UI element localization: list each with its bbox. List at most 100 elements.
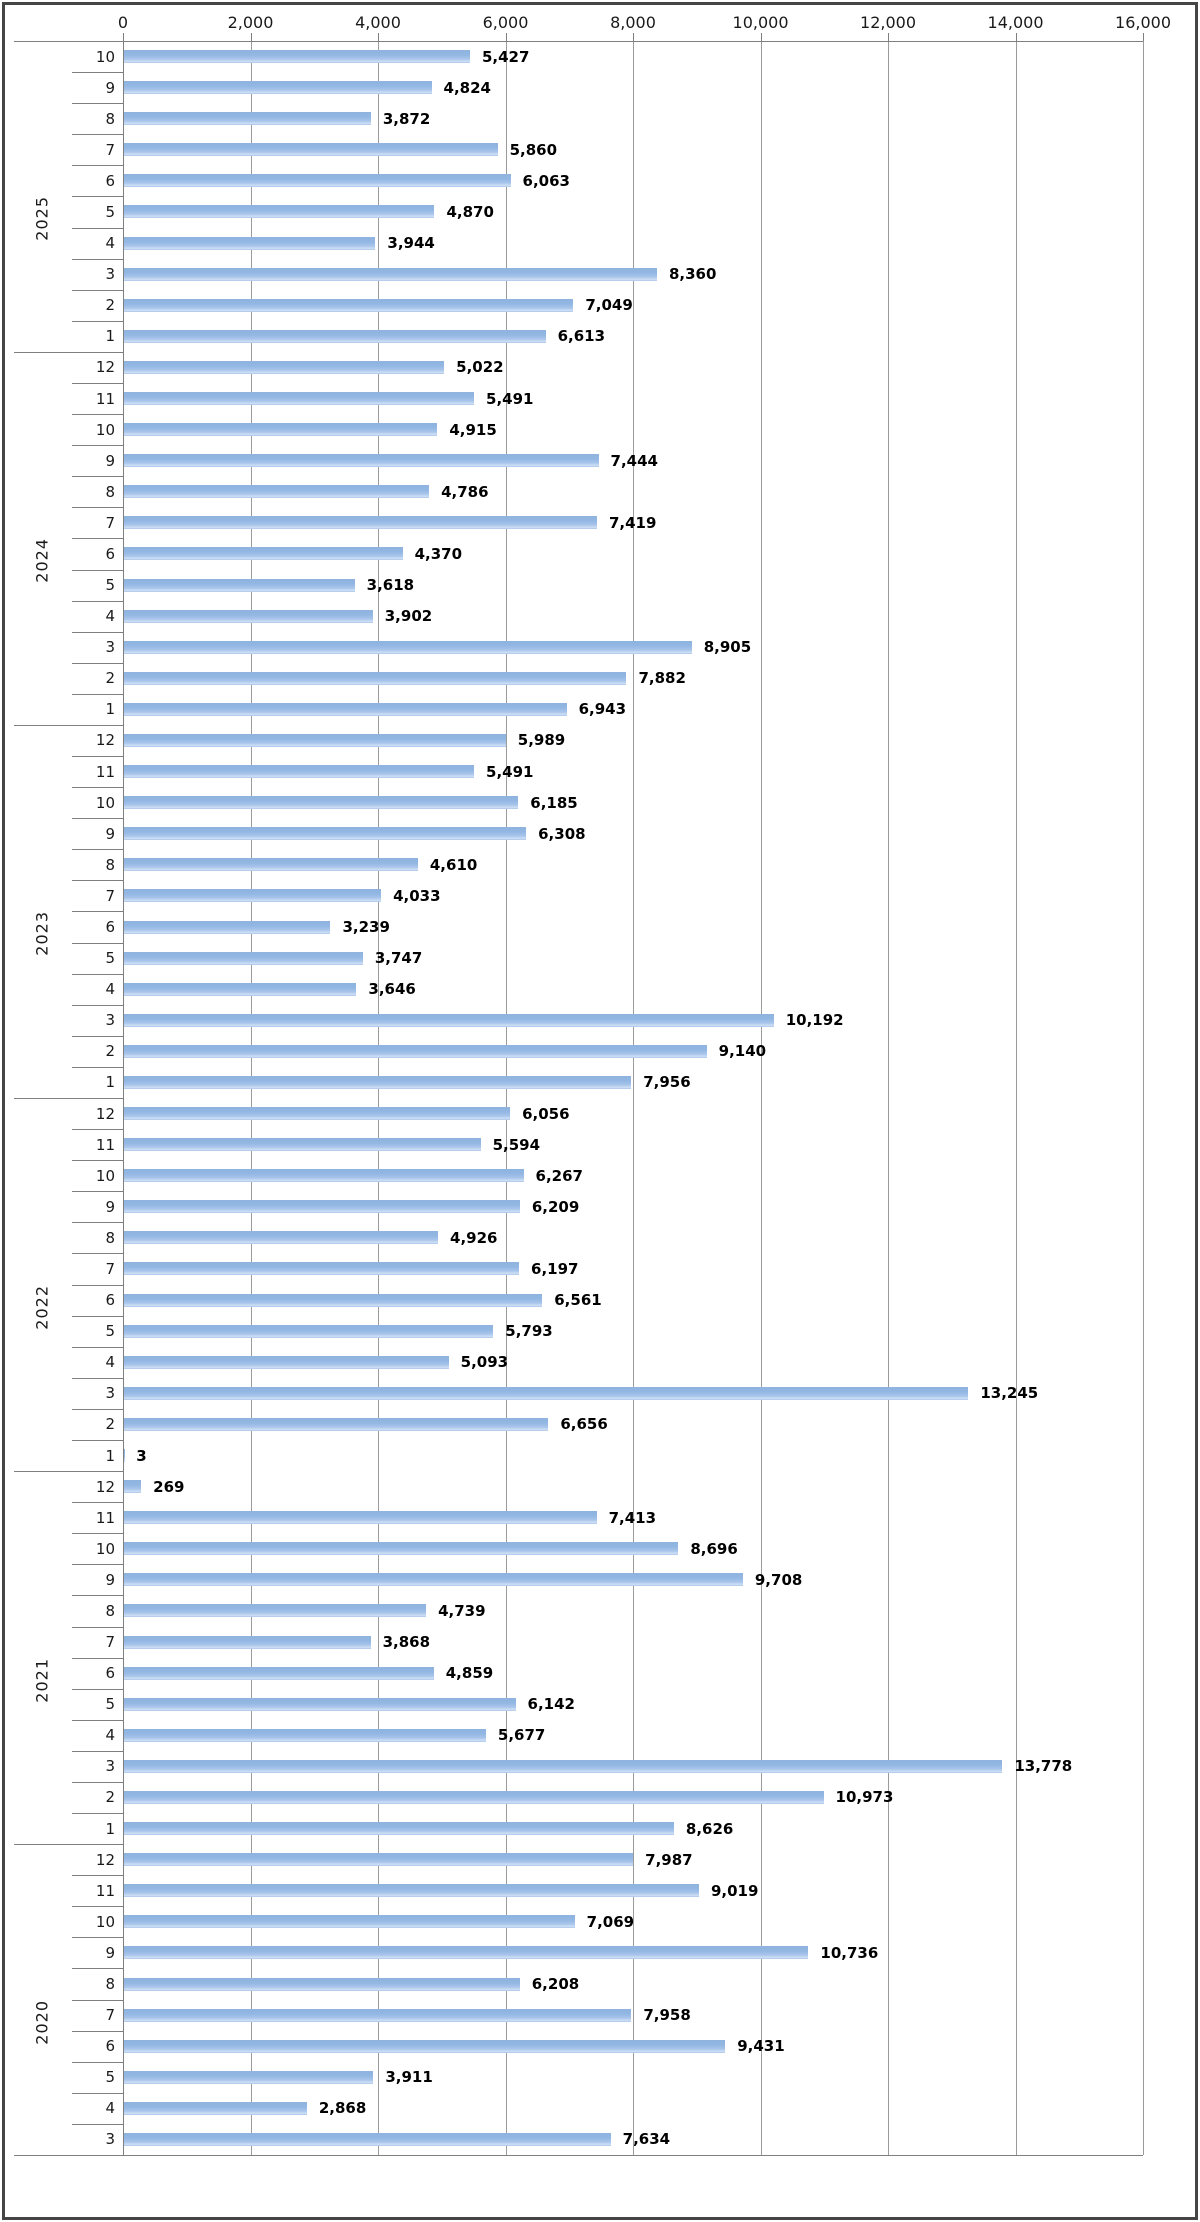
- month-tick-line: [72, 1284, 123, 1286]
- bar-value-label: 3,868: [382, 1633, 431, 1652]
- bar-value-label: 6,208: [531, 1975, 580, 1993]
- x-axis-tickmark: [505, 33, 507, 41]
- month-axis-label: 3: [105, 2130, 115, 2149]
- bar: [124, 485, 430, 499]
- bar-value-label: 4,739: [438, 1601, 486, 1620]
- year-axis-label: 2020: [32, 1999, 52, 2045]
- month-axis-label: 4: [105, 1726, 115, 1745]
- bar: [124, 733, 506, 747]
- bar: [124, 858, 418, 872]
- x-gridline: [1143, 41, 1144, 2155]
- bar-value-label: 9,140: [718, 1042, 767, 1061]
- bar-value-label: 3,902: [384, 607, 433, 626]
- bar: [124, 1200, 520, 1214]
- bar: [124, 143, 498, 157]
- month-tick-line: [72, 1750, 123, 1752]
- bar-value-label: 4,610: [429, 855, 478, 874]
- category-axis-line: [123, 41, 124, 2156]
- month-axis-label: 11: [95, 1881, 115, 1900]
- month-axis-label: 2: [105, 669, 115, 688]
- month-tick-line: [72, 1968, 123, 1970]
- month-tick-line: [72, 227, 123, 229]
- month-axis-label: 6: [105, 544, 115, 563]
- bar: [124, 1946, 809, 1960]
- bar-value-label: 5,860: [509, 140, 558, 159]
- bar-value-label: 5,427: [481, 47, 530, 66]
- bar: [124, 671, 627, 685]
- x-axis-tickmark: [123, 33, 124, 41]
- year-axis-label: 2021: [32, 1657, 52, 1703]
- bar: [124, 2132, 611, 2146]
- bar: [124, 920, 331, 934]
- month-axis-label: 12: [95, 358, 115, 377]
- bar: [124, 1822, 674, 1836]
- bar: [124, 2101, 307, 2115]
- bar-chart: 0 2,000 4,000 6,000 8,000 10,000 12,000 14,000 1…: [5, 5, 1195, 2217]
- bar-value-label: 4,870: [446, 202, 494, 221]
- month-tick-line: [72, 1191, 123, 1193]
- bar: [124, 1790, 824, 1804]
- bar: [124, 50, 470, 64]
- month-tick-line: [72, 196, 123, 198]
- month-tick-line: [72, 880, 123, 882]
- month-axis-label: 5: [105, 1695, 115, 1714]
- month-axis-label: 3: [105, 1011, 115, 1030]
- bar: [124, 951, 363, 965]
- year-axis-label: 2023: [32, 911, 52, 957]
- bar-value-label: 3,872: [382, 109, 431, 128]
- bar-value-label: 3,944: [387, 234, 435, 253]
- month-tick-line: [72, 1004, 123, 1006]
- bar-value-label: 4,786: [441, 482, 489, 501]
- bar-value-label: 7,987: [645, 1850, 693, 1869]
- month-axis-label: 1: [105, 1446, 115, 1465]
- x-gridline: [378, 41, 379, 2155]
- month-tick-line: [72, 693, 123, 695]
- month-tick-line: [72, 476, 123, 478]
- bar: [124, 1977, 520, 1991]
- bar: [124, 702, 567, 716]
- bar: [124, 1884, 699, 1898]
- bar-value-label: 3,911: [385, 2068, 433, 2087]
- bar: [124, 360, 445, 374]
- bar: [124, 81, 432, 95]
- month-axis-label: 11: [95, 1508, 115, 1527]
- bar: [124, 329, 546, 343]
- month-tick-line: [72, 1502, 123, 1504]
- month-tick-line: [72, 1129, 123, 1131]
- year-separator-line: [14, 1471, 123, 1473]
- bar: [124, 609, 373, 623]
- x-axis-tickmark: [1015, 33, 1017, 41]
- month-tick-line: [72, 1315, 123, 1317]
- bar: [124, 1635, 371, 1649]
- month-axis-label: 5: [105, 949, 115, 968]
- x-gridline: [250, 41, 252, 2155]
- month-tick-line: [72, 414, 123, 416]
- x-axis-tick-label: 10,000: [732, 13, 789, 32]
- year-axis-label: 2025: [32, 196, 52, 242]
- month-axis-label: 6: [105, 1291, 115, 1310]
- month-tick-line: [72, 662, 123, 664]
- x-axis-tickmark: [378, 33, 379, 41]
- month-axis-label: 6: [105, 918, 115, 936]
- bar-value-label: 9,019: [710, 1881, 759, 1900]
- month-tick-line: [72, 1595, 123, 1597]
- month-tick-line: [72, 569, 123, 571]
- month-axis-label: 11: [95, 389, 115, 408]
- month-tick-line: [72, 1657, 123, 1659]
- month-axis-label: 10: [95, 1539, 115, 1558]
- month-axis-label: 7: [105, 886, 115, 905]
- month-axis-label: 11: [95, 762, 115, 781]
- month-axis-label: 9: [105, 824, 115, 843]
- bar: [124, 454, 599, 468]
- x-axis-tick-label: 2,000: [227, 13, 274, 32]
- month-tick-line: [72, 1439, 123, 1441]
- month-axis-label: 1: [105, 1073, 115, 1092]
- month-axis-label: 2: [105, 296, 115, 315]
- month-axis-label: 9: [105, 78, 115, 97]
- bar: [124, 2039, 726, 2053]
- month-axis-label: 12: [95, 1850, 115, 1869]
- bar-value-label: 5,093: [460, 1353, 509, 1372]
- year-axis-label: 2024: [32, 538, 52, 584]
- bar-value-label: 8,696: [690, 1539, 738, 1558]
- month-axis-label: 5: [105, 1322, 115, 1341]
